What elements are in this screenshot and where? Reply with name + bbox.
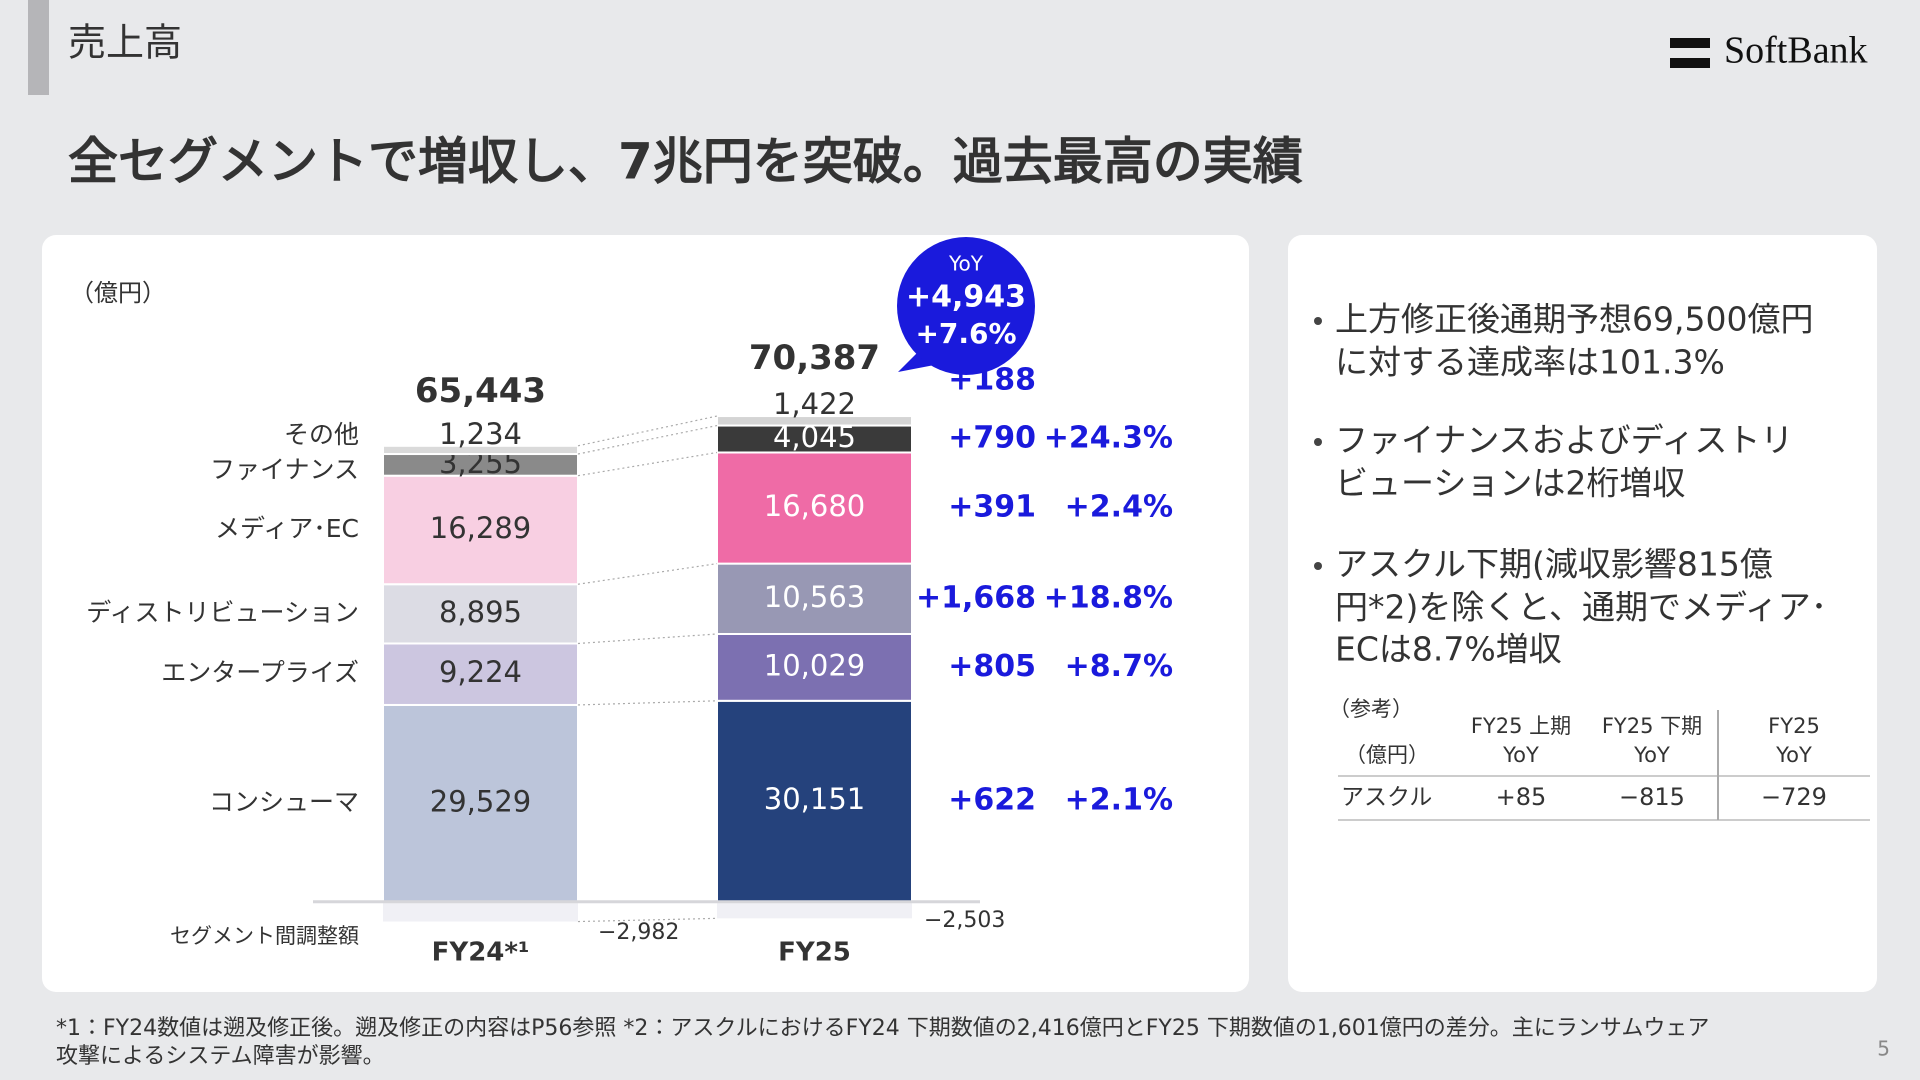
connector [577,451,718,477]
connector [577,563,718,585]
series-name: エンタープライズ [161,658,359,687]
value-label: 10,029 [764,648,865,682]
bar-segment [382,642,579,706]
bar-segment [716,451,913,565]
notes-panel [1288,235,1877,992]
table-header: YoY [1633,743,1670,767]
adjustment-bar [383,901,578,922]
yoy-pct: +18.8% [1044,580,1173,615]
series-name: その他 [284,420,359,449]
value-label: 8,895 [439,595,522,629]
yoy-change: +391 [948,490,1036,525]
bar-segment [716,415,913,427]
yoy-pct: +24.3% [1044,421,1173,456]
yoy-change: +790 [948,421,1036,456]
table-cell: −729 [1761,783,1827,811]
category-label: FY24*¹ [432,938,530,968]
series-name: ファイナンス [210,455,359,484]
value-label: 1,422 [773,387,856,421]
section-bar [28,0,49,95]
bullet [1314,317,1322,325]
section-title: 売上高 [68,21,182,65]
table-header: FY25 下期 [1602,714,1702,738]
note-text: ECは8.7%増収 [1335,630,1562,669]
connector [577,917,718,923]
note-text: アスクル下期(減収影響815億 [1335,545,1773,584]
adjustment-label: −2,503 [924,908,1005,933]
category-label: FY25 [778,938,851,968]
adjustment-label: −2,982 [598,920,679,945]
bullet [1314,562,1322,570]
value-label: 16,289 [430,511,531,545]
note-text: ビューションは2桁増収 [1335,464,1685,503]
value-label: 16,680 [764,489,865,523]
total-label: 70,387 [749,338,880,378]
value-label: 9,224 [439,655,522,689]
unit-label: （億円） [70,279,166,307]
bar-segment [716,632,913,702]
footnote: *1：FY24数値は遡及修正後。遡及修正の内容はP56参照 *2：アスクルにおけ… [56,1016,1709,1041]
series-name: メディア･EC [215,514,359,543]
total-label: 65,443 [415,371,546,411]
table-header: FY25 [1768,714,1820,738]
table-header: FY25 上期 [1471,714,1571,738]
bubble [897,237,1035,375]
chart-panel [42,235,1249,992]
note-text: ファイナンスおよびディストリ [1335,421,1793,460]
connector [577,700,718,706]
series-name: セグメント間調整額 [170,924,359,948]
table-cell: +85 [1496,783,1547,811]
series-name: コンシューマ [209,787,359,816]
yoy-change: +805 [948,649,1036,684]
logo-bar [1670,58,1710,68]
bar-segment [382,583,579,645]
table-cell: アスクル [1341,785,1432,811]
bar-segment [382,444,579,456]
bubble-change: +4,943 [906,280,1026,315]
connector [577,415,718,447]
bar-segment [716,699,913,903]
value-label: 29,529 [430,784,531,818]
bubble-pct: +7.6% [915,317,1016,350]
table-cell: −815 [1619,783,1685,811]
note-text: 上方修正後通期予想69,500億円 [1335,300,1813,339]
footnote: 攻撃によるシステム障害が影響。 [56,1044,385,1069]
value-label: 30,151 [764,782,865,816]
yoy-pct: +2.4% [1065,490,1173,525]
page-number: 5 [1877,1037,1890,1061]
table-header: YoY [1775,743,1812,767]
bar-segment [382,474,579,586]
series-name: ディストリビューション [86,598,359,627]
logo: SoftBank [1724,30,1868,72]
table-header: YoY [1502,743,1539,767]
yoy-change: +1,668 [916,580,1036,615]
yoy-pct: +2.1% [1065,783,1173,818]
bubble-label: YoY [948,252,984,276]
yoy-pct: +8.7% [1065,649,1173,684]
note-text: 円*2)を除くと、通期でメディア･ [1335,588,1827,627]
table-caption: （参考） [1329,697,1413,721]
value-label: 10,563 [764,580,865,614]
bar-segment [716,424,913,454]
value-label: 1,234 [439,417,522,451]
bullet [1314,438,1322,446]
table-unit: （億円） [1345,743,1429,767]
bar-segment [716,562,913,635]
connector [577,424,718,455]
logo-bar [1670,38,1710,48]
yoy-change: +622 [948,783,1036,818]
slide-title: 全セグメントで増収し、7兆円を突破。過去最高の実績 [68,133,1303,191]
note-text: に対する達成率は101.3% [1335,343,1725,382]
connector [577,633,718,645]
adjustment-bar [717,901,912,919]
